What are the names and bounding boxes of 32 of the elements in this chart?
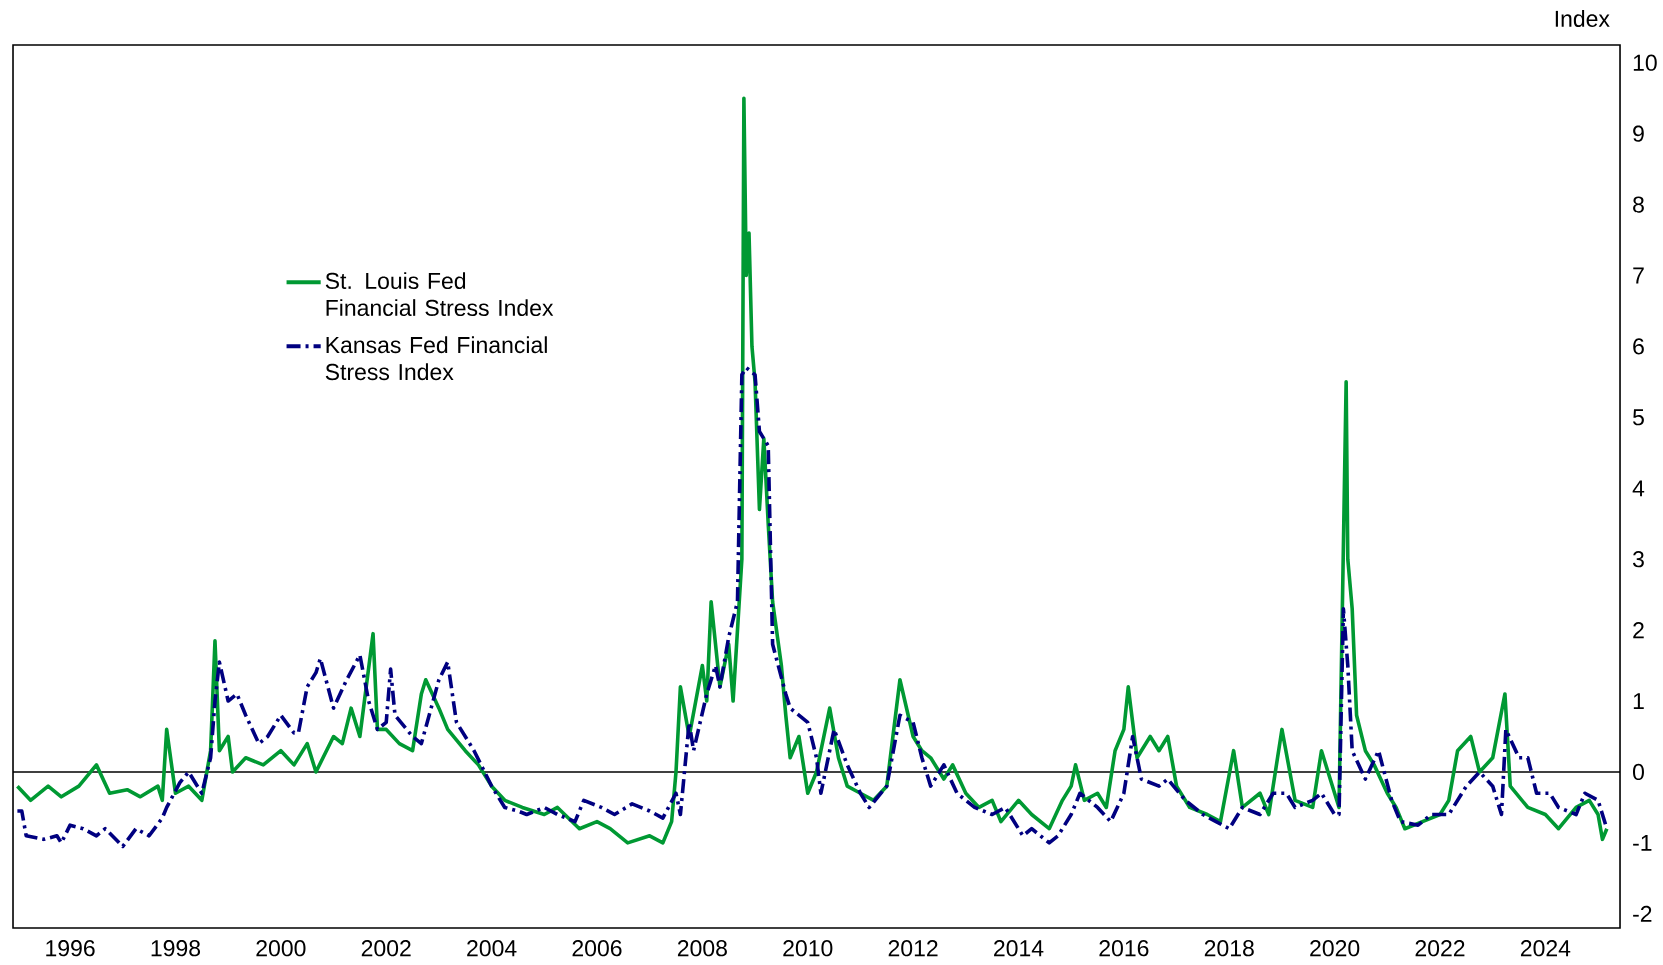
y-axis-title: Index bbox=[1555, 10, 1610, 27]
x-tick-label: 2008 bbox=[677, 940, 727, 957]
y-tick-label: 5 bbox=[1633, 409, 1644, 426]
x-tick-label: 2006 bbox=[572, 940, 622, 957]
x-tick-label: 2024 bbox=[1520, 940, 1571, 957]
y-tick-label: -2 bbox=[1633, 905, 1652, 922]
line-series bbox=[15, 365, 1609, 849]
y-tick-label: 8 bbox=[1633, 196, 1644, 213]
y-tick-label: 6 bbox=[1633, 338, 1644, 355]
y-tick-label: -1 bbox=[1633, 835, 1652, 851]
x-tick-label: 2002 bbox=[361, 940, 411, 957]
y-tick-label: 4 bbox=[1632, 480, 1645, 497]
x-tick-label: 2022 bbox=[1415, 940, 1465, 957]
x-tick-label: 1996 bbox=[46, 940, 95, 957]
x-tick-label: 2016 bbox=[1099, 940, 1149, 957]
x-tick-label: 2018 bbox=[1204, 940, 1254, 957]
x-tick-label: 2014 bbox=[994, 940, 1044, 957]
y-tick-label: 10 bbox=[1633, 54, 1657, 71]
y-tick-label: 1 bbox=[1633, 693, 1644, 709]
y-tick-label: 0 bbox=[1633, 763, 1644, 781]
x-tick-label: 2000 bbox=[256, 940, 306, 957]
y-tick-label: 9 bbox=[1633, 125, 1644, 142]
y-tick-label: 3 bbox=[1632, 551, 1644, 568]
x-tick-label: 2004 bbox=[467, 940, 517, 957]
y-tick-label: 2 bbox=[1633, 622, 1644, 639]
legend-label: St. Louis Fed Financial Stress Index bbox=[325, 272, 554, 317]
x-tick-label: 1998 bbox=[151, 940, 201, 957]
x-tick-label: 2020 bbox=[1310, 940, 1360, 957]
y-tick-label: 7 bbox=[1633, 267, 1644, 284]
x-tick-label: 2012 bbox=[888, 940, 938, 957]
legend-label: Kansas Fed Financial Stress Index bbox=[325, 336, 547, 381]
x-tick-label: 2010 bbox=[783, 940, 833, 957]
